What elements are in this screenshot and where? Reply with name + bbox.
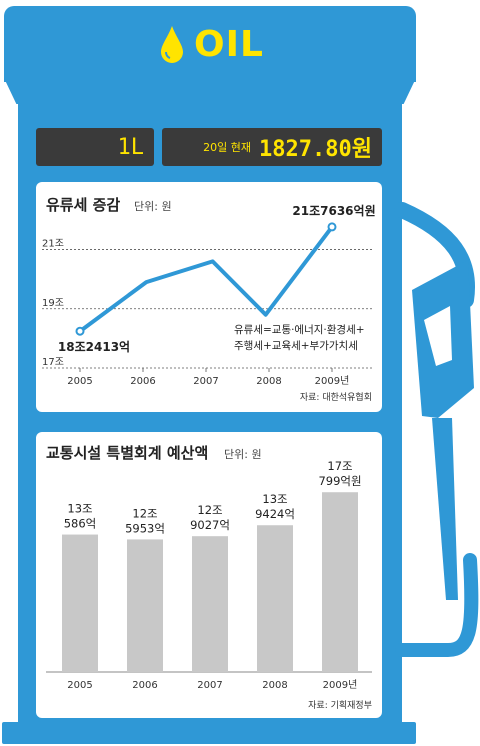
y-tick-label: 19조 [42, 298, 64, 309]
pump-title: OIL [160, 22, 264, 66]
volume-display: 1L [36, 128, 154, 166]
x-tick-label: 2008 [256, 376, 281, 387]
tax-formula-line1: 유류세=교통·에너지·환경세+ [234, 323, 365, 336]
line-point-marker [75, 326, 85, 336]
oil-drop-icon [161, 26, 183, 63]
budget-bar-chart: 교통시설 특별회계 예산액 단위: 원 13조586억12조5953억12조90… [46, 444, 372, 711]
price-value: 1827.80원 [259, 137, 372, 162]
pump-top [4, 6, 416, 82]
bar-chart-unit: 단위: 원 [224, 448, 262, 461]
title-text: OIL [194, 23, 264, 65]
line-data-label: 21조7636억원 [292, 204, 375, 218]
bar-x-tick-label: 2005 [67, 680, 92, 691]
bar-chart-title: 교통시설 특별회계 예산액 [46, 444, 208, 462]
nozzle-window [424, 306, 452, 366]
budget-bar [62, 534, 98, 672]
bar-value-label: 13조 [67, 502, 92, 516]
price-display: 20일 현재 1827.80원 [162, 128, 382, 166]
line-chart-unit: 단위: 원 [134, 200, 172, 213]
bar-value-label: 12조 [197, 503, 222, 517]
nozzle-grip [412, 260, 474, 418]
price-date-label: 20일 현재 [203, 141, 252, 154]
x-tick-label: 2005 [67, 376, 92, 387]
bar-value-label: 5953억 [125, 521, 165, 535]
x-tick-label: 2007 [193, 376, 218, 387]
line-data-label: 18조2413억 [58, 340, 130, 354]
budget-bar [192, 536, 228, 672]
fuel-tax-panel: 유류세 증감 단위: 원 17조 19조 21조 2005 2006 2007 2008 2… [36, 182, 382, 412]
budget-bar [257, 525, 293, 672]
line-point-marker [327, 222, 337, 232]
x-tick-label: 2006 [130, 376, 155, 387]
pump-base [2, 722, 416, 744]
bar-value-label: 13조 [262, 492, 287, 506]
volume-value: 1L [117, 134, 145, 160]
nozzle-spout [432, 418, 458, 600]
bar-value-label: 9027억 [190, 518, 230, 532]
pump-neck [4, 78, 416, 104]
bar-x-tick-label: 2007 [197, 680, 222, 691]
bar-x-tick-label: 2009년 [323, 679, 358, 691]
y-tick-label: 17조 [42, 357, 64, 368]
bar-x-tick-label: 2006 [132, 680, 157, 691]
bar-chart-source: 자료: 기획재정부 [308, 699, 372, 711]
bar-value-label: 17조 [327, 459, 352, 473]
fuel-tax-line [78, 225, 334, 333]
bar-value-label: 9424억 [255, 507, 295, 521]
line-chart-source: 자료: 대한석유협회 [300, 391, 372, 403]
bar-value-label: 799억원 [318, 474, 361, 488]
budget-panel: 교통시설 특별회계 예산액 단위: 원 13조 586억 12조 5953억 12조 90… [36, 432, 382, 718]
bar-value-label: 586억 [64, 517, 97, 531]
fuel-tax-line-chart: 유류세 증감 단위: 원 17조 19조 21조 2005 2006 2007 2008 2… [42, 196, 376, 403]
budget-bar [322, 492, 358, 672]
line-chart-title: 유류세 증감 [46, 196, 120, 214]
bar-x-tick-label: 2008 [262, 680, 287, 691]
tax-formula-line2: 주행세+교육세+부가가치세 [234, 340, 358, 352]
y-tick-label: 21조 [42, 239, 64, 250]
bar-value-label: 12조 [132, 506, 157, 520]
x-tick-label: 2009년 [315, 375, 350, 387]
budget-bar [127, 539, 163, 672]
